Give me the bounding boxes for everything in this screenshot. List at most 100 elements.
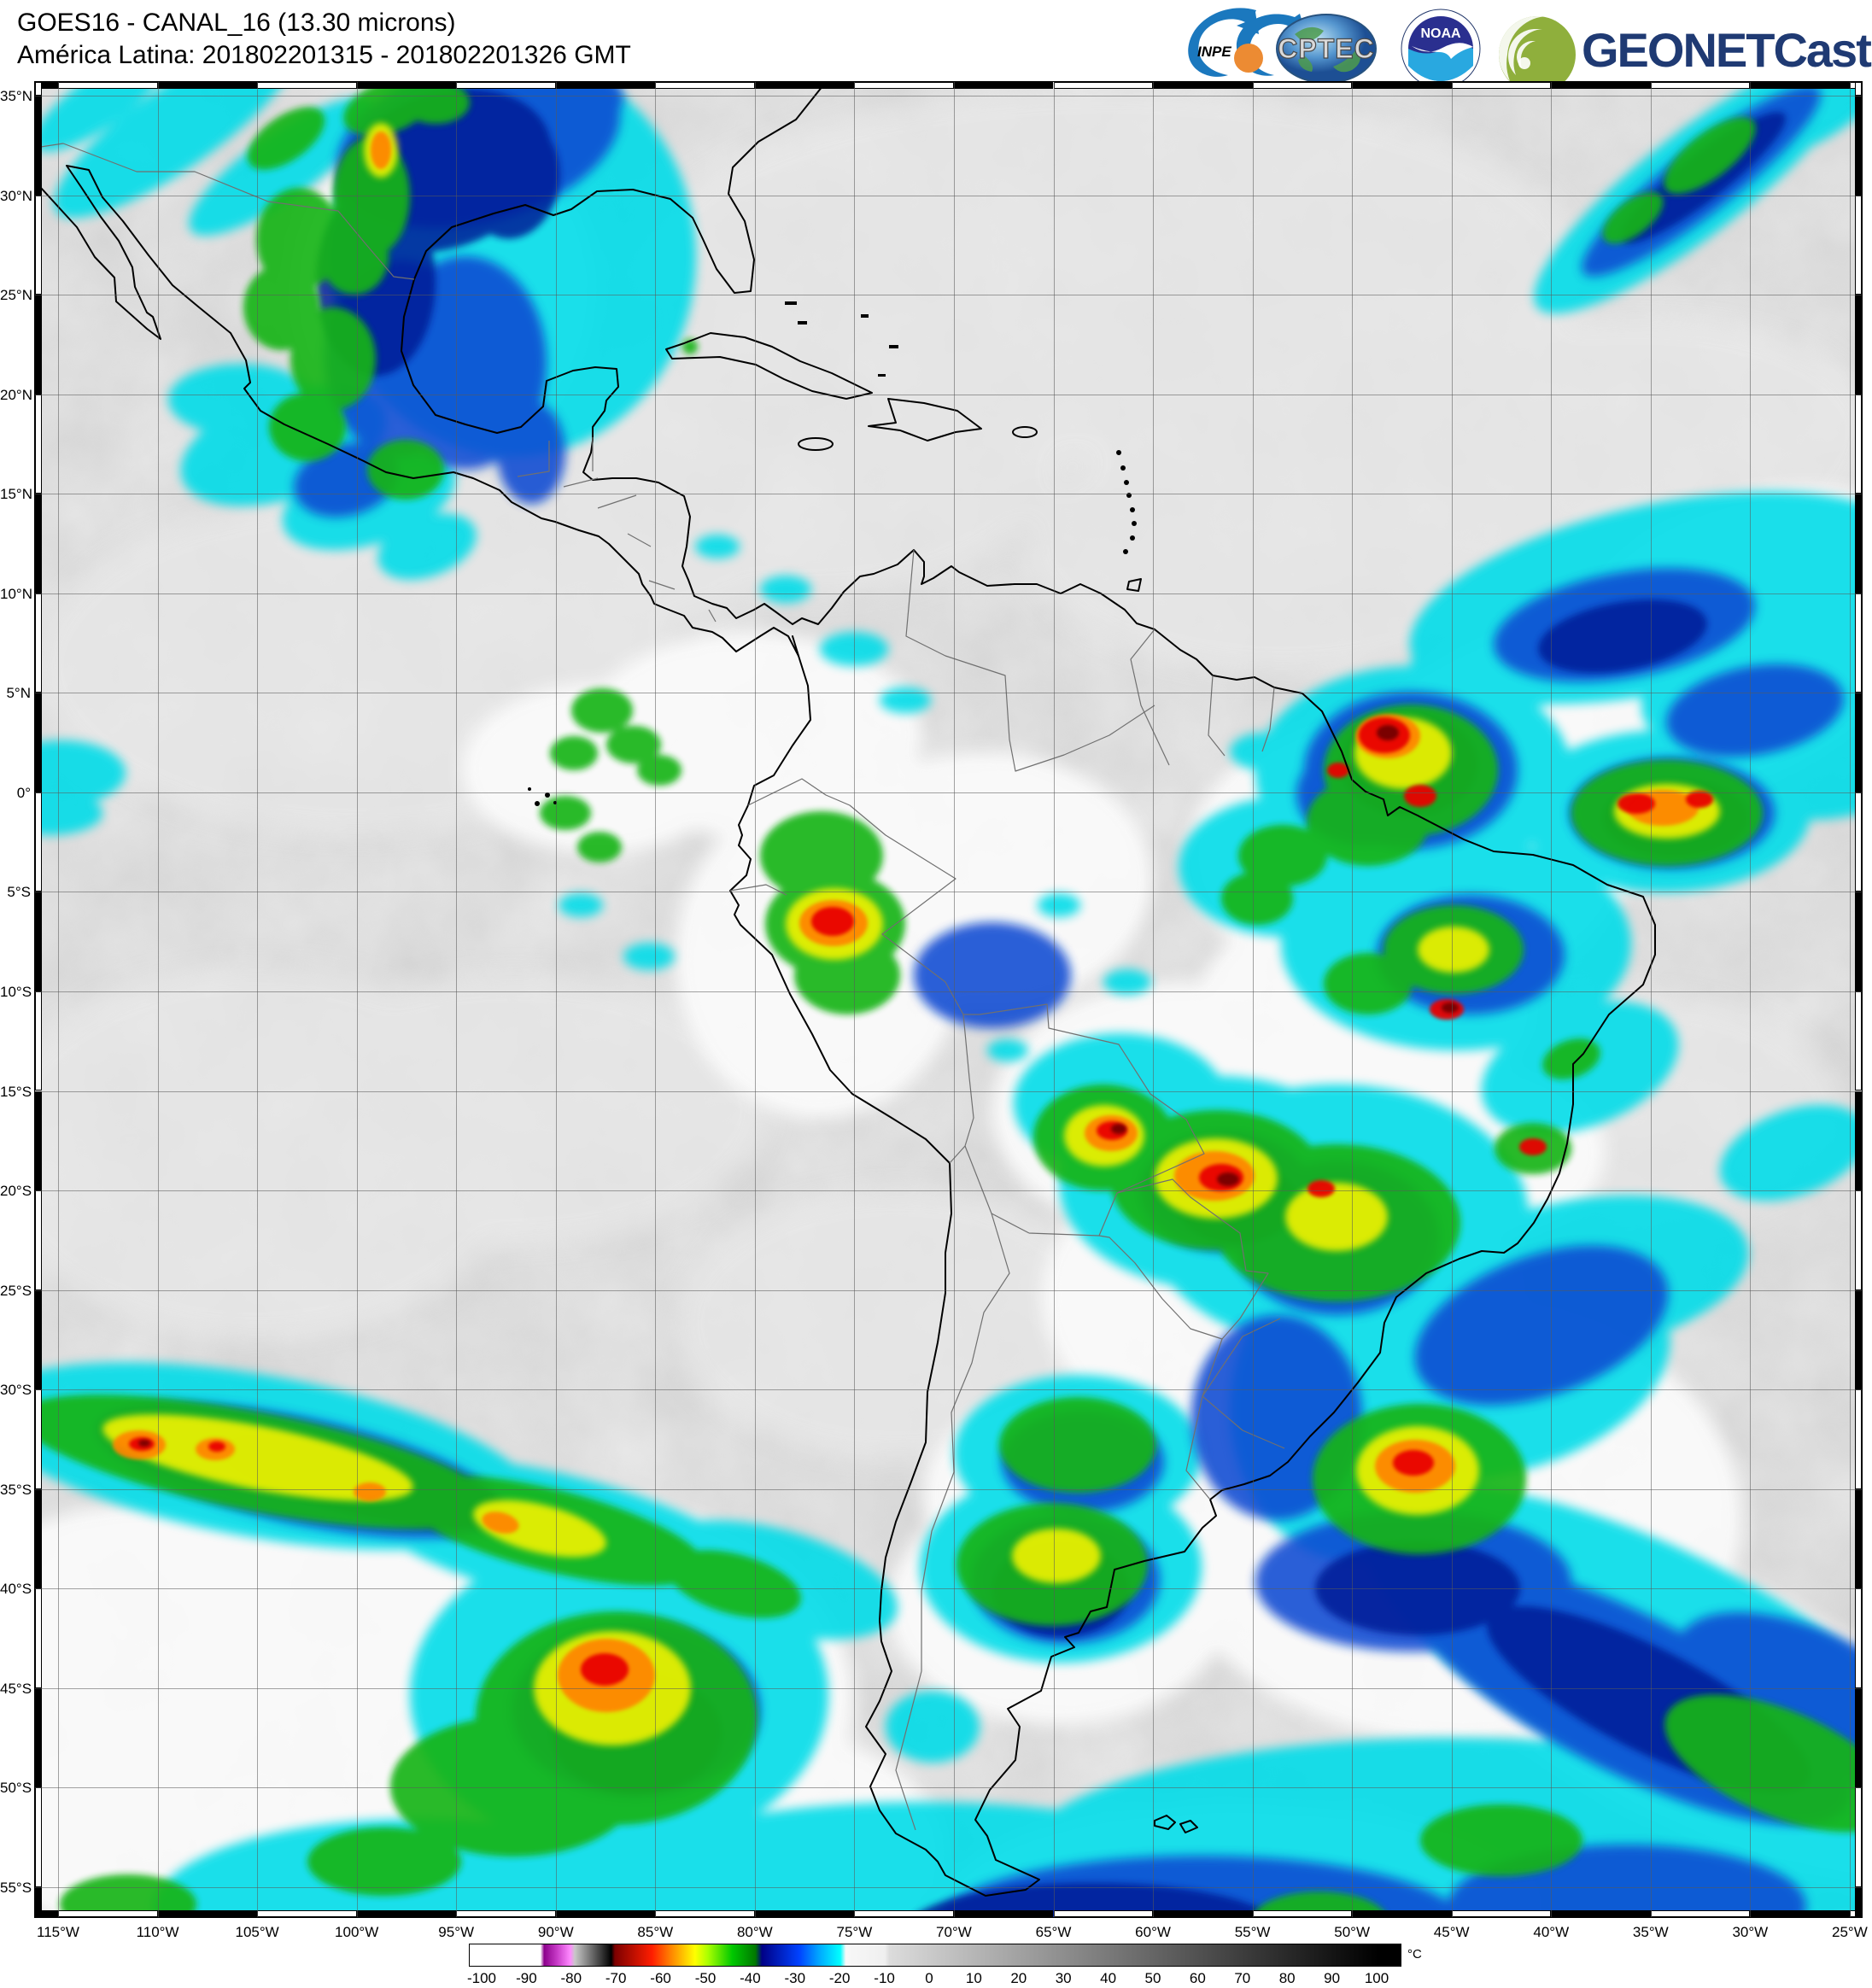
neatline-segment [1855, 1090, 1862, 1191]
gridline-lon [1053, 82, 1055, 1917]
lat-label: 55°S [0, 1879, 32, 1896]
colorbar-tick-label: -40 [740, 1970, 761, 1986]
lon-label: 65°W [1035, 1924, 1072, 1940]
coastline-mexico-pacific [35, 144, 799, 657]
lat-label: 35°S [0, 1481, 32, 1498]
neatline-segment [35, 96, 42, 196]
gridline-lon [58, 82, 59, 1917]
neatline-segment [35, 693, 42, 792]
lon-label: 115°W [37, 1924, 79, 1940]
colorbar-tick-label: 0 [925, 1970, 933, 1986]
lon-label: 100°W [335, 1924, 379, 1940]
neatline-segment [35, 195, 42, 295]
gridline-lon [157, 82, 159, 1917]
neatline-segment [1855, 792, 1862, 892]
gridline-lon [1849, 82, 1851, 1917]
neatline-segment [1855, 195, 1862, 295]
neatline-segment [854, 1910, 954, 1917]
lon-label: 35°W [1632, 1924, 1669, 1940]
temperature-colorbar [469, 1944, 1401, 1967]
lat-label: 35°N [0, 88, 32, 104]
lat-label: 25°S [0, 1282, 32, 1299]
coastline-americas [401, 82, 1656, 1897]
neatline-segment [953, 1910, 1054, 1917]
neatline-segment [1650, 1910, 1751, 1917]
neatline-segment [1855, 1787, 1862, 1887]
neatline-segment [1855, 82, 1862, 96]
neatline-segment [1650, 82, 1751, 89]
lat-label: 45°S [0, 1680, 32, 1697]
header-title-block: GOES16 - CANAL_16 (13.30 microns) Améric… [17, 7, 631, 72]
neatline-segment [35, 792, 42, 892]
lat-label: 5°N [6, 685, 31, 702]
colorbar-tick-label: 50 [1144, 1970, 1161, 1986]
gridline-lat [35, 1787, 1862, 1789]
gridline-lat [35, 1289, 1862, 1291]
neatline-segment [35, 1488, 42, 1589]
colorbar-tick-label: -10 [874, 1970, 895, 1986]
neatline-segment [1451, 82, 1552, 89]
gridline-lat [35, 1687, 1862, 1689]
lon-label: 70°W [936, 1924, 972, 1940]
neatline-segment [257, 82, 357, 89]
colorbar-tick-label: -20 [828, 1970, 851, 1986]
neatline-segment [1551, 1910, 1651, 1917]
coastlines [35, 82, 1656, 1897]
neatline-segment [35, 82, 42, 96]
neatline-segment [35, 295, 42, 395]
neatline-segment [35, 1886, 42, 1917]
colorbar-tick-label: -30 [784, 1970, 806, 1986]
neatline-segment [157, 1910, 258, 1917]
neatline-segment [35, 1588, 42, 1688]
neatline-segment [1855, 494, 1862, 593]
small-islands [528, 301, 1137, 806]
inpe-label: INPE [1197, 44, 1231, 60]
neatline-segment [1855, 1886, 1862, 1917]
lat-label: 10°S [0, 983, 32, 1000]
gridline-lon [1750, 82, 1752, 1917]
neatline-segment [1252, 1910, 1353, 1917]
lon-label: 60°W [1135, 1924, 1171, 1940]
lon-label: 110°W [136, 1924, 179, 1940]
colorbar-tick-label: 80 [1278, 1970, 1296, 1986]
neatline-segment [854, 82, 954, 89]
gridline-lon [953, 82, 955, 1917]
country-borders [35, 143, 1285, 1831]
colorbar-tick-label: 70 [1234, 1970, 1251, 1986]
gridline-lon [555, 82, 557, 1917]
neatline-segment [1855, 991, 1862, 1091]
colorbar-tick-label: 40 [1100, 1970, 1117, 1986]
colorbar-tick-label: -100 [466, 1970, 497, 1986]
colorbar-tick-label: 20 [1010, 1970, 1027, 1986]
cptec-label: CPTEC [1278, 33, 1374, 64]
lat-label: 30°N [0, 187, 32, 204]
gridline-lat [35, 1389, 1862, 1391]
lon-label: 25°W [1832, 1924, 1868, 1940]
neatline-segment [1551, 82, 1651, 89]
satellite-map [34, 81, 1863, 1918]
neatline-segment [655, 82, 755, 89]
neatline-segment [157, 82, 258, 89]
neatline-segment [35, 991, 42, 1091]
neatline-segment [655, 1910, 755, 1917]
neatline-segment [58, 1910, 158, 1917]
gridline-lat [35, 1588, 1862, 1590]
neatline-segment [1252, 82, 1353, 89]
neatline-segment [1451, 1910, 1552, 1917]
neatline-segment [35, 593, 42, 693]
coastline-falklands [1154, 1815, 1198, 1833]
neatline-segment [555, 82, 656, 89]
neatline-segment [1153, 82, 1253, 89]
neatline-segment [1750, 1910, 1850, 1917]
gridline-lon [356, 82, 358, 1917]
lon-label: 50°W [1334, 1924, 1371, 1940]
colorbar-tick-label: -60 [650, 1970, 671, 1986]
colorbar-tick-label: -70 [605, 1970, 627, 1986]
neatline-segment [1855, 1687, 1862, 1788]
gridline-lon [456, 82, 458, 1917]
neatline-segment [754, 82, 855, 89]
gridline-lat [35, 1488, 1862, 1490]
lat-label: 25°N [0, 287, 32, 304]
lon-label: 80°W [736, 1924, 773, 1940]
gridline-lon [1650, 82, 1652, 1917]
